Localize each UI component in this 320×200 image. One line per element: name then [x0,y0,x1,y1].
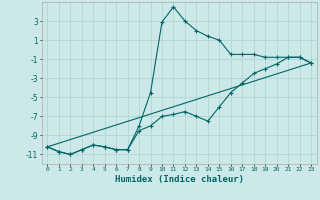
X-axis label: Humidex (Indice chaleur): Humidex (Indice chaleur) [115,175,244,184]
